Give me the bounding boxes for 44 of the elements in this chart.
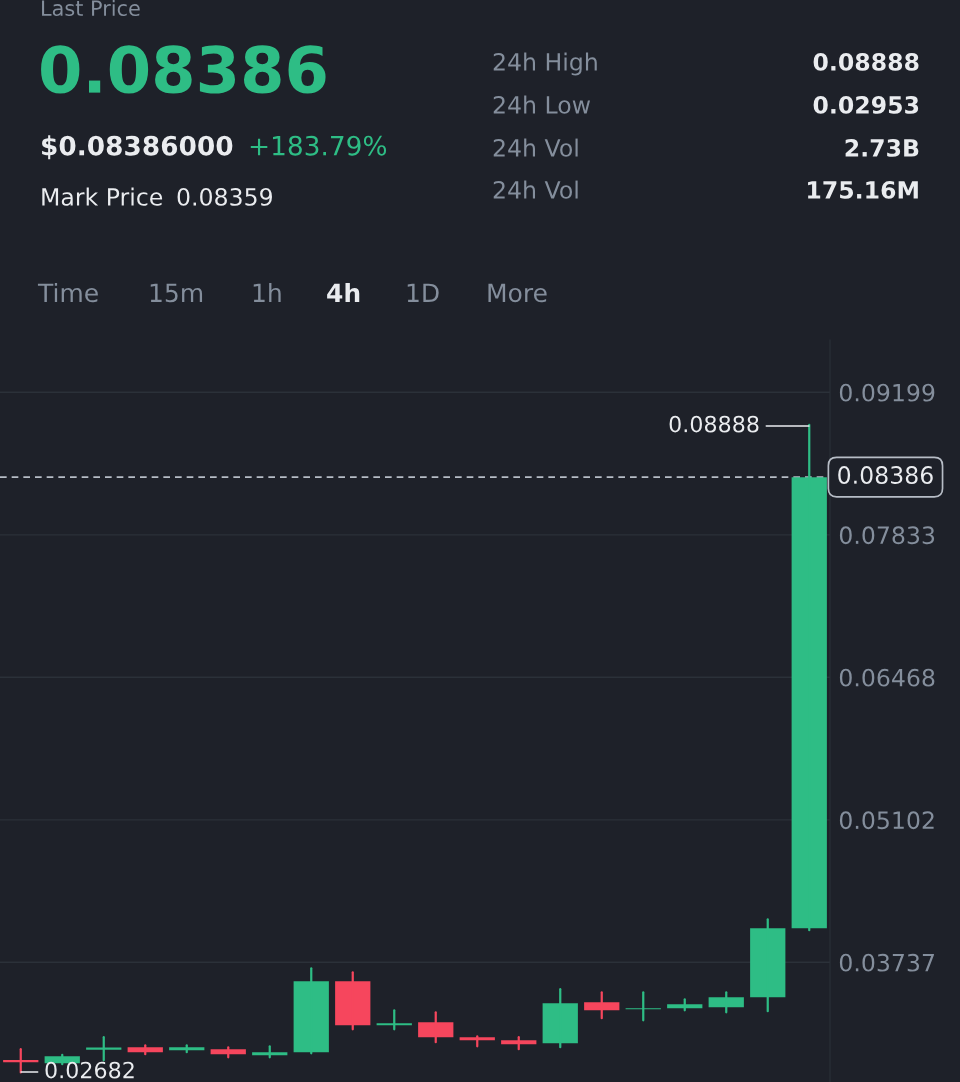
text: 24h Low xyxy=(493,95,591,114)
text: 1h xyxy=(253,282,281,302)
candlestick xyxy=(127,1044,163,1056)
candlestick xyxy=(252,1045,288,1059)
annotation: 0.02682 xyxy=(45,1061,134,1079)
candlestick xyxy=(210,1046,246,1059)
annotation: 0.08888 xyxy=(669,415,759,433)
candlestick xyxy=(501,1036,537,1051)
candlestick xyxy=(418,1011,454,1044)
ref-line-label: 0.08386 xyxy=(838,466,933,484)
candlestick xyxy=(542,988,578,1049)
text: 1D xyxy=(407,283,439,302)
text: 0.08888 xyxy=(813,52,919,71)
text: Time xyxy=(37,282,98,303)
text: 0.08386 xyxy=(41,45,326,94)
y-tick-label: 0.09199 xyxy=(839,383,935,402)
candlestick xyxy=(376,1009,412,1031)
y-tick-label: 0.07833 xyxy=(839,526,935,545)
candlestick xyxy=(708,991,744,1014)
text: +183.79% xyxy=(250,135,387,156)
candlestick xyxy=(750,918,786,1013)
y-tick-label: 0.05102 xyxy=(839,811,934,830)
candlestick xyxy=(335,971,371,1031)
text: 24h Vol xyxy=(493,138,578,157)
y-tick-label: 0.03737 xyxy=(839,953,934,972)
text: Mark Price xyxy=(42,187,163,206)
y-tick-label: 0.06468 xyxy=(839,668,935,687)
text: 24h High xyxy=(493,52,597,76)
candlestick xyxy=(584,991,620,1020)
text: 4h xyxy=(327,282,360,302)
text: 15m xyxy=(150,283,203,303)
text: $0.08386000 xyxy=(42,135,233,160)
candlestick xyxy=(293,967,329,1055)
text: 24h Vol xyxy=(493,180,578,199)
candlestick xyxy=(791,423,827,932)
candlestick xyxy=(459,1035,495,1048)
text: 0.08359 xyxy=(177,187,272,206)
text: Last Price xyxy=(42,0,140,17)
text: More xyxy=(488,283,547,303)
candlestick xyxy=(667,998,703,1012)
text: 175.16M xyxy=(808,181,918,199)
candlestick xyxy=(169,1044,205,1054)
text: 2.73B xyxy=(845,138,919,157)
text: 0.02953 xyxy=(813,95,919,114)
